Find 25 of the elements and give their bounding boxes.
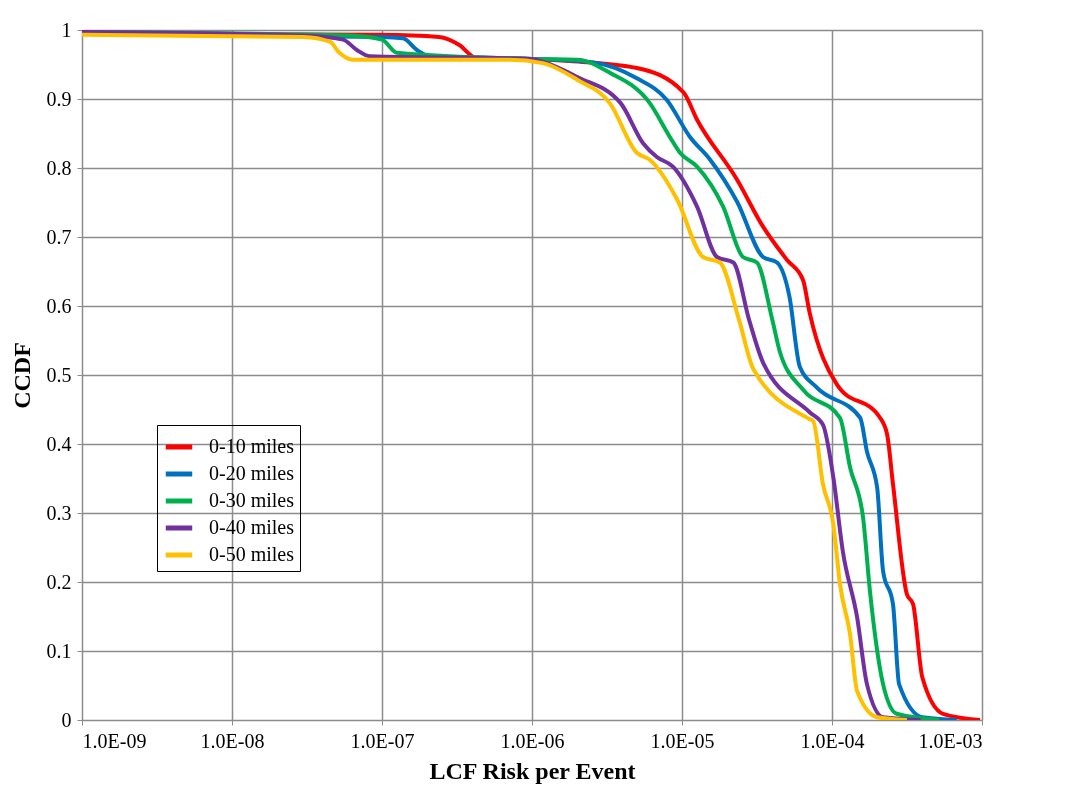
y-tick-label: 0 — [61, 708, 72, 731]
y-tick-label: 0.6 — [46, 294, 72, 317]
y-tick-label: 0.7 — [46, 225, 72, 248]
legend-label: 0-10 miles — [209, 435, 295, 457]
x-tick-label: 1.0E-06 — [500, 729, 565, 752]
y-axis-title: CCDF — [8, 342, 35, 409]
x-tick-label: 1.0E-09 — [82, 729, 147, 752]
y-tick-label: 0.8 — [46, 156, 72, 179]
legend-label: 0-20 miles — [209, 462, 295, 484]
y-tick-label: 0.4 — [46, 432, 72, 455]
y-tick-label: 0.1 — [46, 639, 72, 662]
y-tick-label: 1 — [61, 18, 72, 41]
y-tick-label: 0.9 — [46, 87, 72, 110]
x-axis-title: LCF Risk per Event — [429, 757, 636, 784]
legend-label: 0-40 miles — [209, 516, 295, 538]
x-tick-label: 1.0E-07 — [350, 729, 415, 752]
legend-label: 0-50 miles — [209, 543, 295, 565]
y-tick-label: 0.2 — [46, 570, 72, 593]
x-tick-label: 1.0E-04 — [800, 729, 865, 752]
legend-label: 0-30 miles — [209, 489, 295, 511]
x-tick-label: 1.0E-08 — [200, 729, 265, 752]
x-tick-label: 1.0E-03 — [918, 729, 983, 752]
x-tick-label: 1.0E-05 — [650, 729, 715, 752]
y-tick-label: 0.3 — [46, 501, 72, 524]
y-tick-label: 0.5 — [46, 363, 72, 386]
